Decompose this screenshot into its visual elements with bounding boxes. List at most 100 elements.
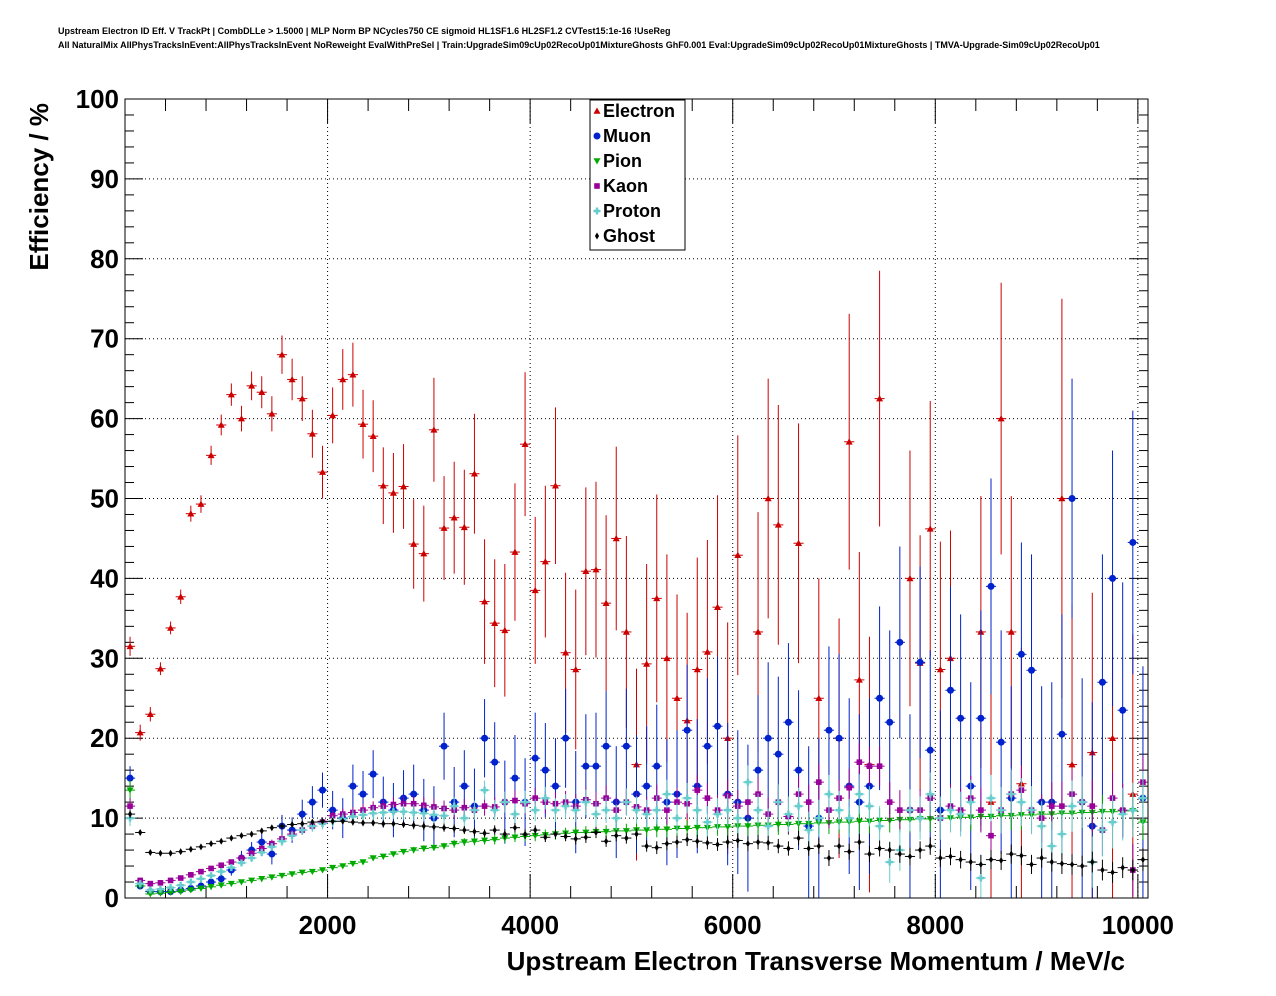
- data-point: [327, 817, 338, 825]
- marker: [663, 826, 671, 833]
- data-point: [317, 867, 328, 874]
- marker: [582, 798, 590, 806]
- data-point: [560, 688, 571, 788]
- data-point: [803, 841, 814, 856]
- data-point: [388, 851, 399, 858]
- data-point: [793, 787, 804, 825]
- marker: [440, 843, 448, 850]
- data-point: [145, 848, 156, 856]
- marker: [207, 872, 215, 880]
- marker: [754, 806, 762, 814]
- marker: [855, 818, 863, 825]
- marker: [369, 432, 377, 439]
- marker: [845, 438, 853, 445]
- marker: [472, 828, 477, 836]
- marker: [1028, 666, 1036, 674]
- data-point: [206, 840, 217, 848]
- data-point: [418, 505, 429, 602]
- data-point: [297, 376, 308, 421]
- marker: [876, 694, 884, 702]
- marker: [776, 842, 781, 850]
- marker: [187, 510, 195, 517]
- data-point: [266, 874, 277, 881]
- data-point: [489, 825, 500, 835]
- marker: [491, 836, 499, 844]
- marker: [532, 795, 539, 801]
- data-point: [722, 794, 733, 827]
- data-point: [722, 835, 733, 849]
- marker: [1068, 802, 1076, 810]
- data-point: [428, 806, 439, 824]
- data-point: [206, 865, 217, 872]
- data-point: [438, 823, 450, 832]
- data-point: [185, 887, 196, 894]
- y-tick-label: 40: [90, 563, 119, 593]
- marker: [928, 842, 933, 850]
- marker: [156, 665, 164, 672]
- marker: [999, 856, 1004, 864]
- marker: [796, 834, 801, 842]
- marker: [916, 814, 924, 822]
- marker: [188, 872, 194, 878]
- marker: [521, 440, 529, 447]
- data-point: [165, 884, 176, 892]
- marker: [470, 806, 478, 814]
- data-point: [550, 829, 561, 839]
- marker: [421, 822, 426, 830]
- marker: [643, 660, 651, 667]
- data-point: [844, 798, 855, 838]
- legend-item: Muon: [593, 126, 651, 146]
- marker: [450, 514, 458, 521]
- marker: [400, 808, 408, 816]
- marker: [855, 790, 863, 798]
- data-point: [276, 872, 288, 880]
- data-point: [540, 485, 551, 638]
- data-point: [1137, 848, 1148, 871]
- marker: [1058, 730, 1066, 738]
- marker: [138, 828, 143, 836]
- marker: [551, 806, 559, 814]
- marker: [624, 834, 629, 842]
- data-point: [1087, 851, 1098, 873]
- marker: [604, 837, 609, 845]
- marker: [653, 806, 661, 814]
- marker: [390, 801, 397, 808]
- marker: [855, 676, 863, 683]
- marker: [978, 860, 983, 868]
- marker: [440, 812, 448, 820]
- data-point: [266, 824, 277, 832]
- grid-lines: [125, 99, 1148, 898]
- marker: [1017, 650, 1025, 658]
- marker: [562, 649, 570, 656]
- data-point: [611, 446, 622, 631]
- marker: [907, 852, 913, 860]
- legend-marker: [593, 132, 601, 140]
- marker: [522, 830, 528, 838]
- marker: [410, 809, 418, 817]
- marker: [946, 686, 954, 694]
- data-point: [206, 884, 217, 891]
- marker: [268, 874, 276, 881]
- marker: [268, 843, 276, 851]
- data-point: [732, 833, 743, 848]
- data-point: [195, 875, 207, 883]
- data-point: [661, 837, 672, 851]
- data-point: [175, 881, 186, 889]
- data-point: [763, 662, 774, 815]
- marker: [957, 810, 965, 818]
- marker: [227, 391, 235, 398]
- data-point: [135, 880, 146, 888]
- marker: [126, 642, 134, 650]
- marker: [1048, 803, 1055, 809]
- marker: [269, 824, 274, 832]
- marker: [997, 806, 1005, 814]
- data-point: [438, 712, 450, 780]
- data-point: [621, 688, 632, 804]
- data-point: [1066, 854, 1078, 875]
- data-point: [236, 405, 247, 432]
- marker: [714, 810, 722, 818]
- data-point: [651, 795, 662, 825]
- legend-label: Muon: [603, 126, 651, 146]
- marker: [643, 810, 651, 818]
- data-point: [580, 487, 591, 656]
